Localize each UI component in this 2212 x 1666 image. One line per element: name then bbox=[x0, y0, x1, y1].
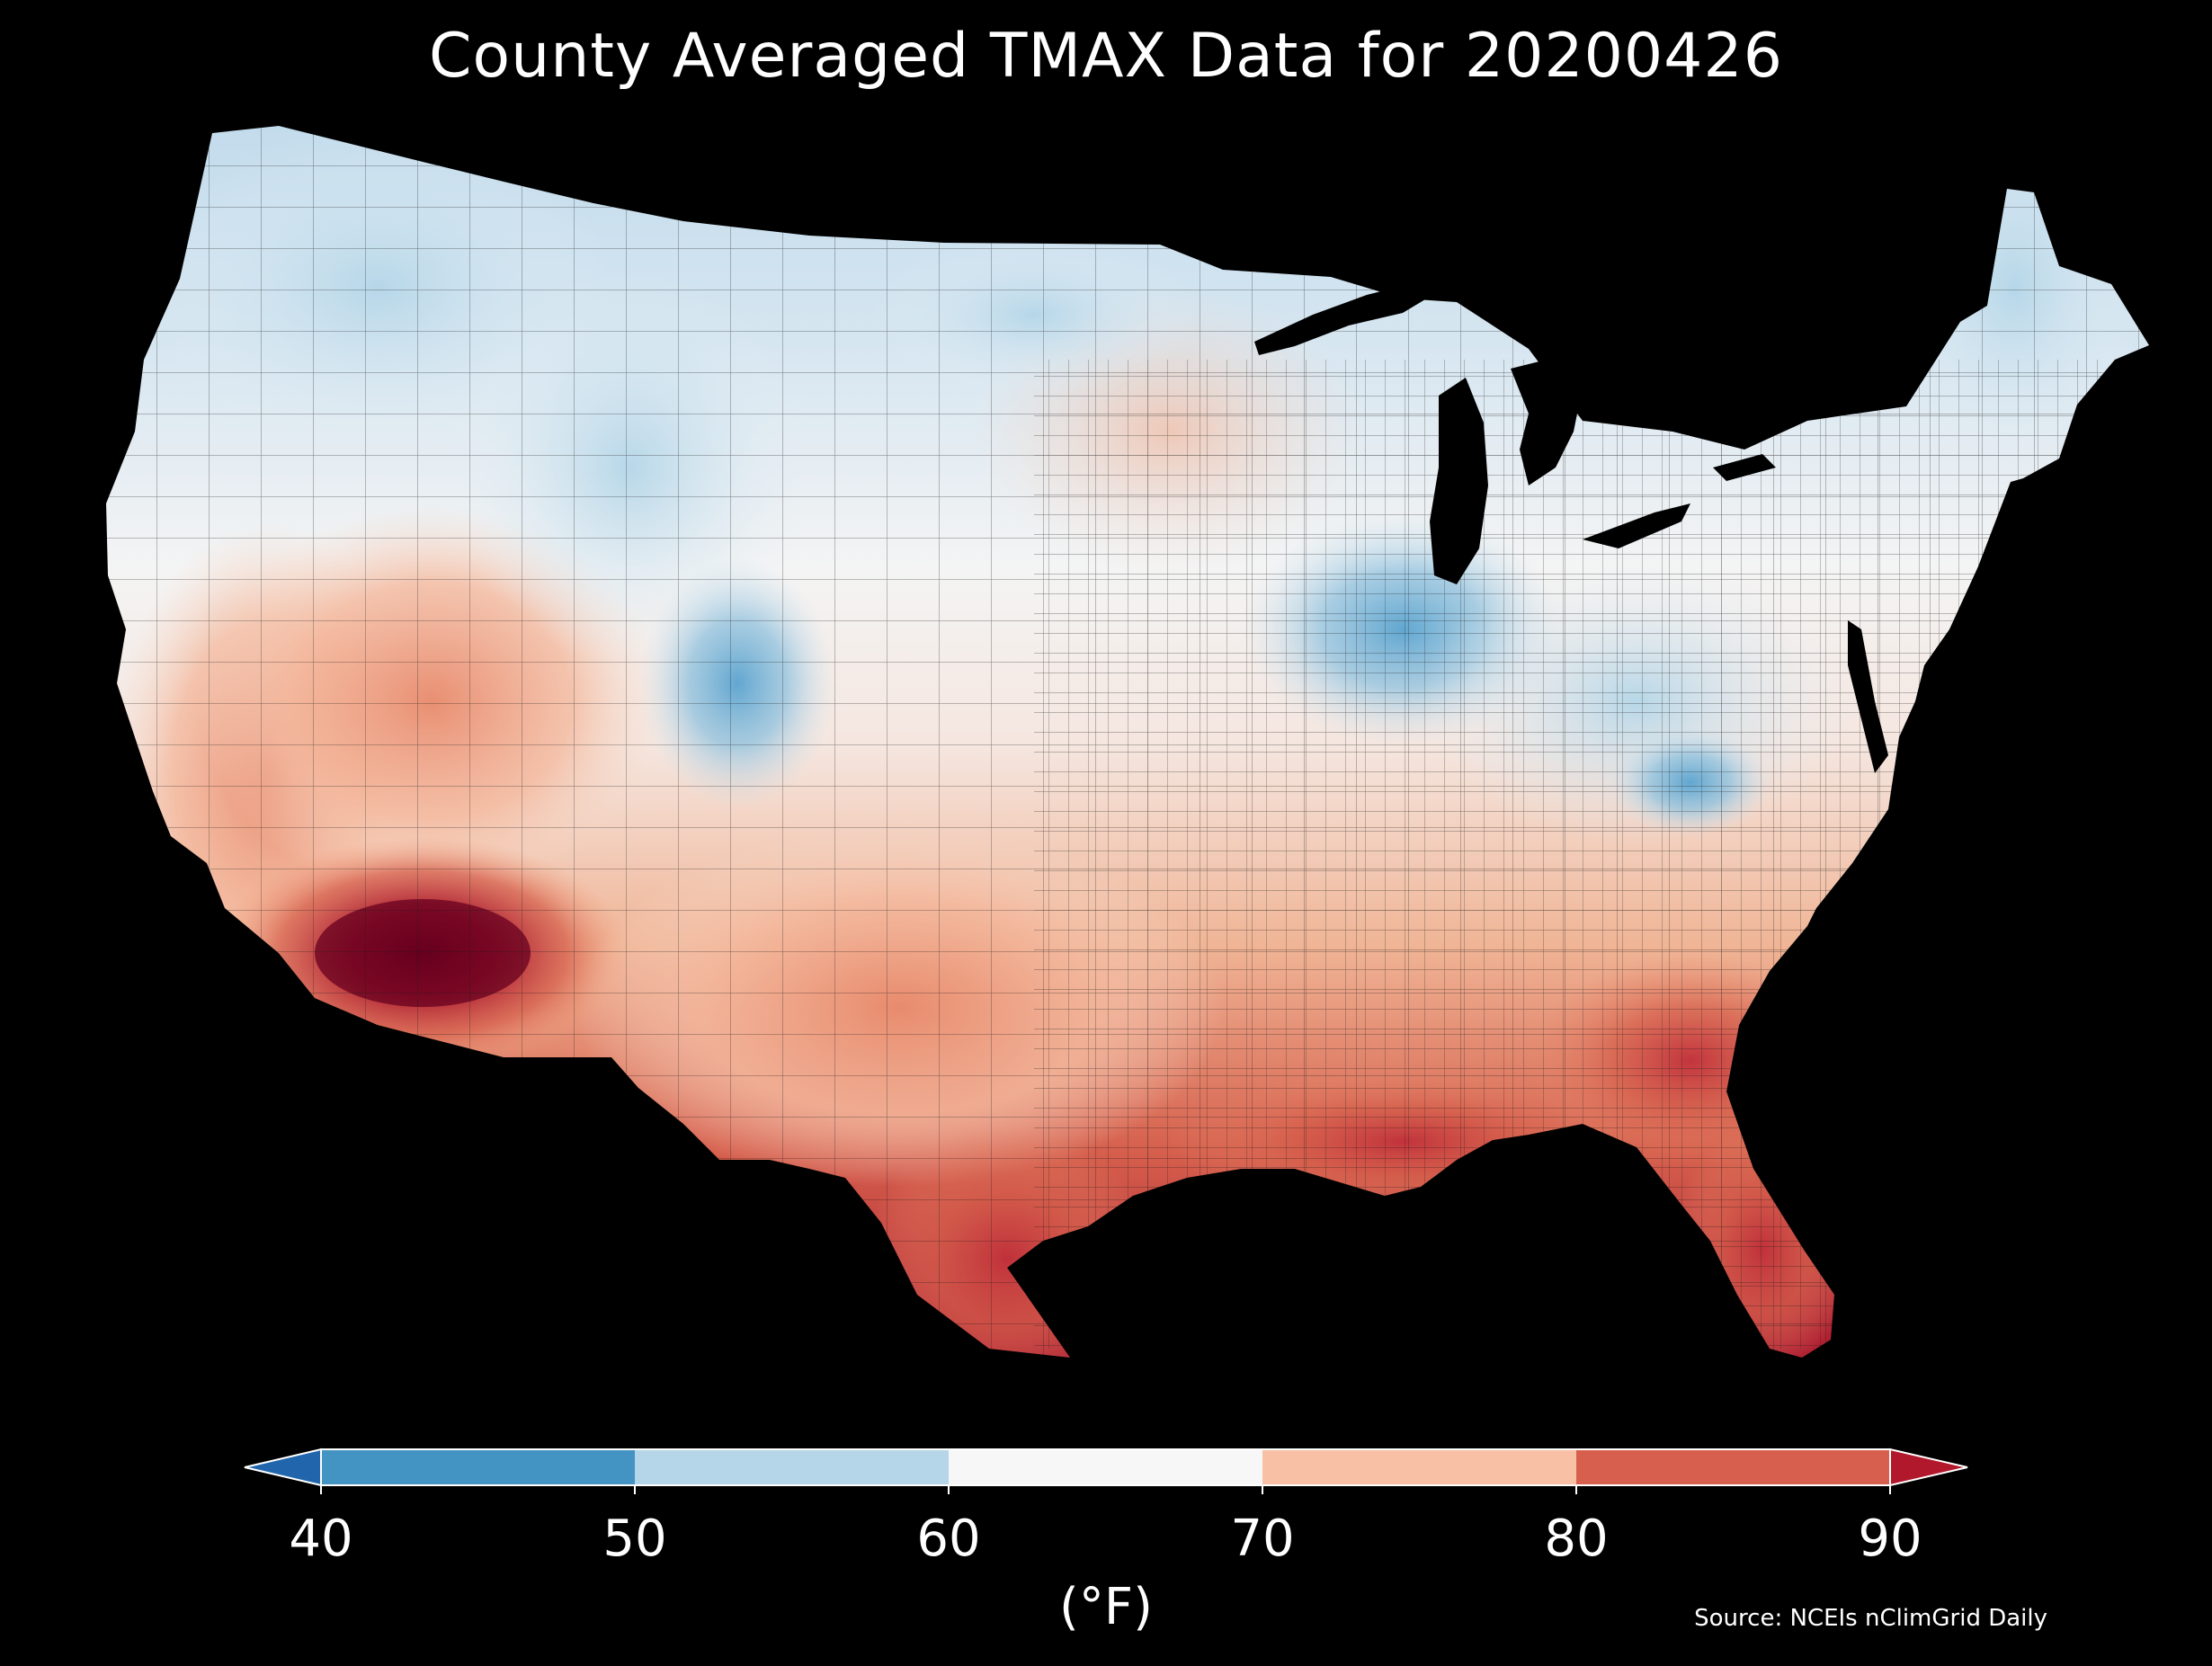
lake-superior bbox=[1254, 286, 1430, 355]
colorbar-under-arrow bbox=[244, 1448, 322, 1487]
great-lakes bbox=[1254, 286, 1888, 773]
colorbar-tick-label-40: 40 bbox=[289, 1510, 353, 1568]
colorbar-bins bbox=[321, 1449, 1891, 1485]
colorbar-bin-80-90 bbox=[1576, 1449, 1891, 1485]
colorbar-over-arrow bbox=[1889, 1448, 1968, 1487]
colorbar-tick-label-50: 50 bbox=[602, 1510, 667, 1568]
colorbar-bin-40-50 bbox=[321, 1449, 636, 1485]
colorbar-tick-label-60: 60 bbox=[916, 1510, 981, 1568]
lake-erie bbox=[1583, 503, 1690, 548]
map-title: County Averaged TMAX Data for 20200426 bbox=[429, 21, 1783, 92]
source-credit: Source: NCEIs nClimGrid Daily bbox=[1694, 1605, 2047, 1632]
chesapeake-bay bbox=[1848, 620, 1888, 773]
colorbar-tick-label-90: 90 bbox=[1858, 1510, 1922, 1568]
lake-ontario bbox=[1713, 454, 1776, 481]
colorbar-outline bbox=[320, 1448, 1891, 1486]
colorbar-bin-60-70 bbox=[949, 1449, 1263, 1485]
colorbar-unit-label: (°F) bbox=[1059, 1578, 1153, 1636]
lake-michigan bbox=[1430, 378, 1488, 584]
colorbar-tick-marks bbox=[320, 1485, 1891, 1494]
colorbar-bin-50-60 bbox=[635, 1449, 950, 1485]
colorbar-tick-label-70: 70 bbox=[1230, 1510, 1295, 1568]
lake-huron bbox=[1511, 360, 1583, 486]
colorbar-tick-label-80: 80 bbox=[1544, 1510, 1609, 1568]
colorbar-bin-70-80 bbox=[1262, 1449, 1577, 1485]
